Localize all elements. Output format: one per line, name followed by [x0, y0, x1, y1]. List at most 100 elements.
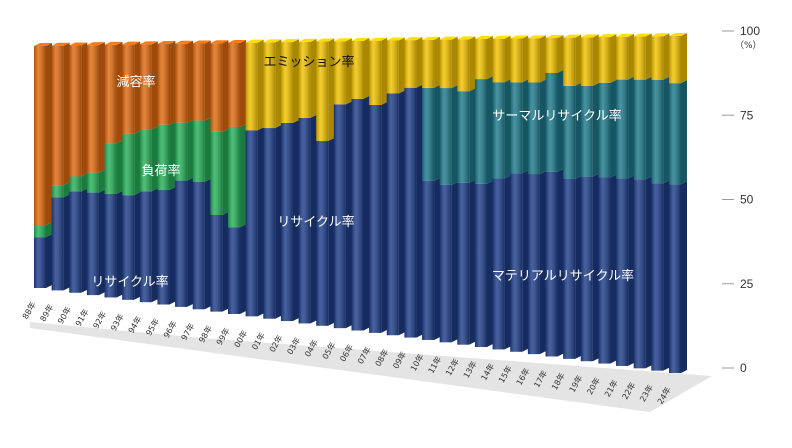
- bar-05年: [333, 38, 352, 329]
- bar-side-reduction: [222, 40, 229, 132]
- bar-side-reduction: [204, 40, 211, 121]
- bar-side-recycle: [169, 186, 176, 305]
- bar-side-reduction: [240, 39, 247, 127]
- bar-side-recycle: [645, 176, 652, 369]
- bar-side-load: [204, 117, 211, 182]
- bar-side-recycle: [469, 179, 476, 345]
- bar-09年: [404, 37, 423, 338]
- bar-side-recycle: [381, 101, 388, 333]
- bar-side-recycle: [204, 178, 211, 310]
- bar-side-load: [169, 121, 176, 190]
- bar-side-recycle: [222, 211, 229, 312]
- bar-shading: [422, 87, 435, 181]
- bar-side-emission: [663, 33, 670, 80]
- bar-side-recycle: [328, 138, 335, 326]
- bar-top-cap: [669, 33, 687, 36]
- bar-top-cap: [104, 41, 123, 45]
- bar-shading: [651, 183, 664, 371]
- bar-shading: [633, 179, 646, 369]
- bar-91年: [86, 42, 105, 296]
- bar-side-recycle: [575, 175, 582, 359]
- bar-shading: [457, 182, 470, 345]
- bar-shading: [457, 91, 470, 183]
- bar-98年: [210, 40, 229, 312]
- bar-90年: [69, 42, 88, 293]
- bar-top-cap: [527, 35, 546, 39]
- bar-side-recycle: [257, 127, 264, 317]
- bar-shading: [263, 42, 276, 129]
- bar-side-emission: [363, 38, 370, 99]
- bar-shading: [563, 37, 576, 86]
- bar-side-recycle: [240, 224, 247, 314]
- bar-top-cap: [510, 35, 529, 39]
- bar-17年: [545, 34, 564, 357]
- bar-shading: [139, 129, 152, 192]
- bar-side-thermal: [610, 79, 617, 178]
- bar-shading: [580, 176, 593, 362]
- x-tick-label: 90年: [55, 305, 73, 326]
- bar-side-thermal: [681, 80, 687, 185]
- bar-shading: [510, 82, 523, 174]
- annotation-load: 負荷率: [141, 163, 180, 179]
- bar-side-recycle: [663, 180, 670, 371]
- chart-floor: [30, 322, 712, 412]
- bar-top-cap: [563, 34, 582, 38]
- bar-shading: [616, 79, 629, 179]
- bar-side-reduction: [151, 41, 158, 130]
- bar-shading: [422, 180, 435, 340]
- bar-shading: [104, 44, 117, 144]
- bar-top-cap: [333, 38, 352, 42]
- bar-side-emission: [539, 35, 546, 83]
- bar-shading: [563, 178, 576, 359]
- bar-shading: [474, 39, 487, 80]
- bar-side-emission: [328, 38, 335, 142]
- bar-side-recycle: [310, 114, 317, 324]
- bar-00年: [245, 39, 264, 317]
- x-tick-label: 93年: [108, 312, 126, 333]
- bar-side-load: [134, 130, 141, 196]
- bar-shading: [34, 237, 46, 288]
- y-tick-label: 0: [740, 361, 747, 375]
- bar-shading: [122, 195, 135, 300]
- bar-shading: [474, 183, 487, 348]
- bar-shading: [369, 104, 382, 333]
- bar-01年: [263, 39, 282, 319]
- bar-shading: [51, 197, 64, 291]
- bar-side-recycle: [610, 174, 617, 364]
- bar-07年: [369, 37, 388, 333]
- annotation-recycle-mid: リサイクル率: [277, 214, 354, 230]
- bar-top-cap: [245, 39, 264, 43]
- bar-side-thermal: [522, 79, 529, 174]
- bar-shading: [316, 41, 329, 142]
- bar-96年: [175, 40, 194, 307]
- bar-shading: [210, 131, 223, 215]
- bar-top-cap: [228, 39, 247, 43]
- bar-top-cap: [69, 42, 88, 46]
- bar-shading: [86, 172, 99, 193]
- bar-shading: [527, 174, 540, 355]
- bar-side-recycle: [539, 171, 546, 355]
- bar-top-cap: [422, 36, 441, 40]
- bar-side-recycle: [46, 234, 52, 288]
- bar-side-emission: [275, 39, 282, 129]
- bar-02年: [280, 39, 299, 322]
- bar-top-cap: [386, 37, 405, 41]
- bar-side-reduction: [46, 43, 52, 226]
- bar-shading: [139, 191, 152, 303]
- annotation-recycle-early: リサイクル率: [91, 274, 168, 290]
- bar-side-load: [81, 173, 88, 192]
- bar-side-emission: [292, 39, 299, 124]
- bar-side-recycle: [398, 90, 405, 336]
- bar-top-cap: [598, 34, 617, 38]
- bar-shading: [34, 225, 46, 238]
- bar-shading: [527, 82, 540, 175]
- bar-top-cap: [474, 36, 493, 40]
- bar-shading: [69, 45, 82, 177]
- bar-side-emission: [504, 35, 511, 83]
- y-axis-ticks: 0 25 50 75 100: [722, 24, 760, 375]
- annotation-emission: エミッション率: [263, 54, 354, 70]
- bar-11年: [439, 36, 458, 343]
- bar-shading: [545, 72, 558, 172]
- bar-92年: [104, 41, 123, 298]
